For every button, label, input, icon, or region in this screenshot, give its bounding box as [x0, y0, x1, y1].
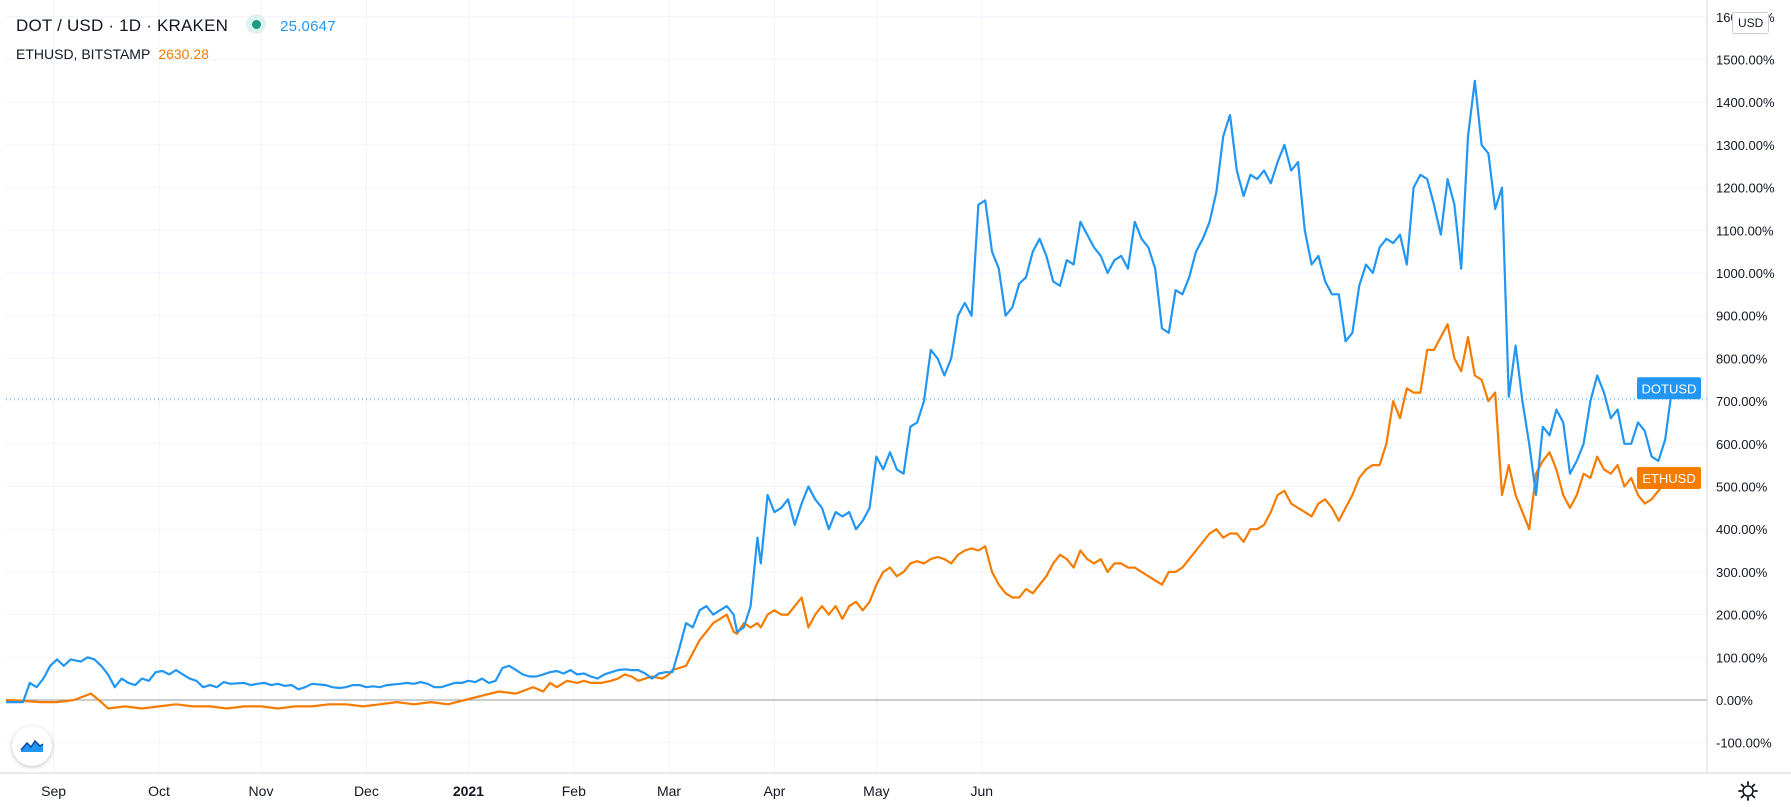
series-tag-bg: [1637, 377, 1701, 400]
series-line-ethusd[interactable]: [5, 323, 1673, 710]
x-tick-label: Oct: [148, 783, 170, 799]
y-tick-label: 700.00%: [1716, 394, 1768, 409]
y-tick-label: 1000.00%: [1716, 266, 1775, 281]
grid-layer: [6, 0, 1707, 773]
y-tick-label: 800.00%: [1716, 351, 1768, 366]
y-tick-label: 0.00%: [1716, 693, 1753, 708]
y-tick-label: 900.00%: [1716, 309, 1768, 324]
x-tick-label: Mar: [657, 783, 681, 799]
y-tick-label: 500.00%: [1716, 480, 1768, 495]
x-tick-label: Feb: [562, 783, 586, 799]
series-layer: [5, 79, 1674, 710]
gear-icon[interactable]: [1737, 780, 1759, 802]
series-tag-label: DOTUSD: [1642, 381, 1697, 396]
y-tick-label: 100.00%: [1716, 650, 1768, 665]
x-tick-label: 2021: [453, 783, 484, 799]
y-tick-label: 1100.00%: [1716, 223, 1774, 238]
y-tick-label: 1200.00%: [1716, 181, 1775, 196]
y-tick-label: -100.00%: [1716, 736, 1772, 751]
compare-symbol-title[interactable]: ETHUSD, BITSTAMP: [16, 46, 151, 62]
y-tick-label: 400.00%: [1716, 522, 1768, 537]
y-tick-label: 1400.00%: [1716, 95, 1775, 110]
market-status-dot-icon: [246, 14, 267, 34]
price-axis[interactable]: -100.00% 0.00% 100.00% 200.00% 300.00% 400.00…: [1716, 10, 1775, 751]
x-tick-label: May: [863, 783, 889, 799]
x-tick-label: Sep: [41, 783, 66, 799]
y-tick-label: 1500.00%: [1716, 53, 1775, 68]
currency-selector[interactable]: USD: [1732, 12, 1770, 34]
compare-legend[interactable]: ETHUSD, BITSTAMP 2630.28: [16, 46, 209, 62]
symbol-title[interactable]: DOT / USD · 1D · KRAKEN: [16, 16, 229, 35]
tradingview-logo-icon[interactable]: [12, 726, 52, 766]
y-tick-label: 600.00%: [1716, 437, 1768, 452]
main-symbol-value: 25.0647: [280, 18, 336, 35]
series-tag-bg: [1637, 466, 1701, 489]
compare-symbol-value: 2630.28: [158, 46, 209, 62]
series-tags: ETHUSD DOTUSD: [1637, 377, 1701, 489]
series-line-dotusd[interactable]: [6, 79, 1674, 704]
x-tick-label: Apr: [764, 783, 786, 799]
x-tick-label: Nov: [249, 783, 274, 799]
x-tick-label: Dec: [354, 783, 379, 799]
y-tick-label: 200.00%: [1716, 608, 1768, 623]
x-tick-label: Jun: [971, 783, 994, 799]
y-tick-label: 300.00%: [1716, 565, 1768, 580]
series-tag-label: ETHUSD: [1642, 471, 1695, 486]
time-axis[interactable]: Sep Oct Nov Dec 2021 Feb Mar Apr May Jun: [41, 783, 993, 799]
symbol-legend[interactable]: DOT / USD · 1D · KRAKEN 25.0647: [16, 14, 336, 36]
y-tick-label: 1300.00%: [1716, 138, 1775, 153]
